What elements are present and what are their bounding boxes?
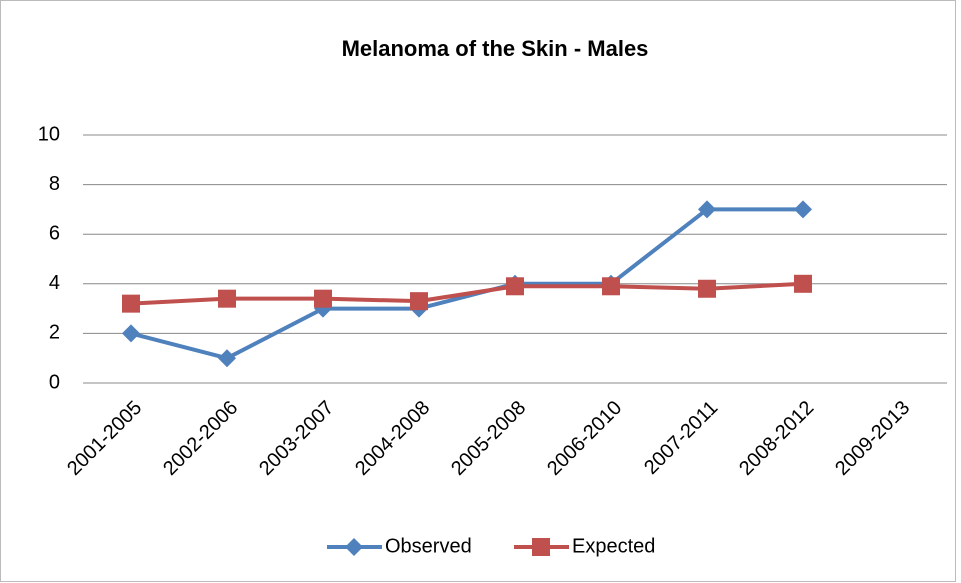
y-tick-label: 2 — [49, 322, 60, 344]
y-tick-label: 6 — [49, 222, 60, 244]
data-point — [698, 200, 716, 219]
legend-label: Observed — [385, 535, 472, 557]
data-point — [698, 279, 716, 298]
series-line — [130, 281, 804, 306]
legend-marker — [532, 538, 550, 556]
data-point — [506, 277, 524, 296]
legend-marker — [345, 538, 363, 556]
y-tick-label: 10 — [38, 123, 60, 145]
data-point — [218, 289, 236, 308]
data-point — [794, 200, 812, 219]
data-point — [602, 277, 620, 296]
data-point — [122, 324, 140, 343]
data-point — [218, 349, 236, 368]
data-point — [410, 292, 428, 311]
data-point — [314, 289, 332, 308]
chart-title: Melanoma of the Skin - Males — [342, 36, 649, 61]
data-point — [794, 274, 812, 293]
y-tick-label: 0 — [49, 371, 60, 393]
y-tick-label: 8 — [49, 173, 60, 195]
series-line — [130, 207, 803, 361]
legend-label: Expected — [572, 535, 655, 557]
y-tick-label: 4 — [49, 272, 60, 294]
data-point — [122, 294, 140, 313]
